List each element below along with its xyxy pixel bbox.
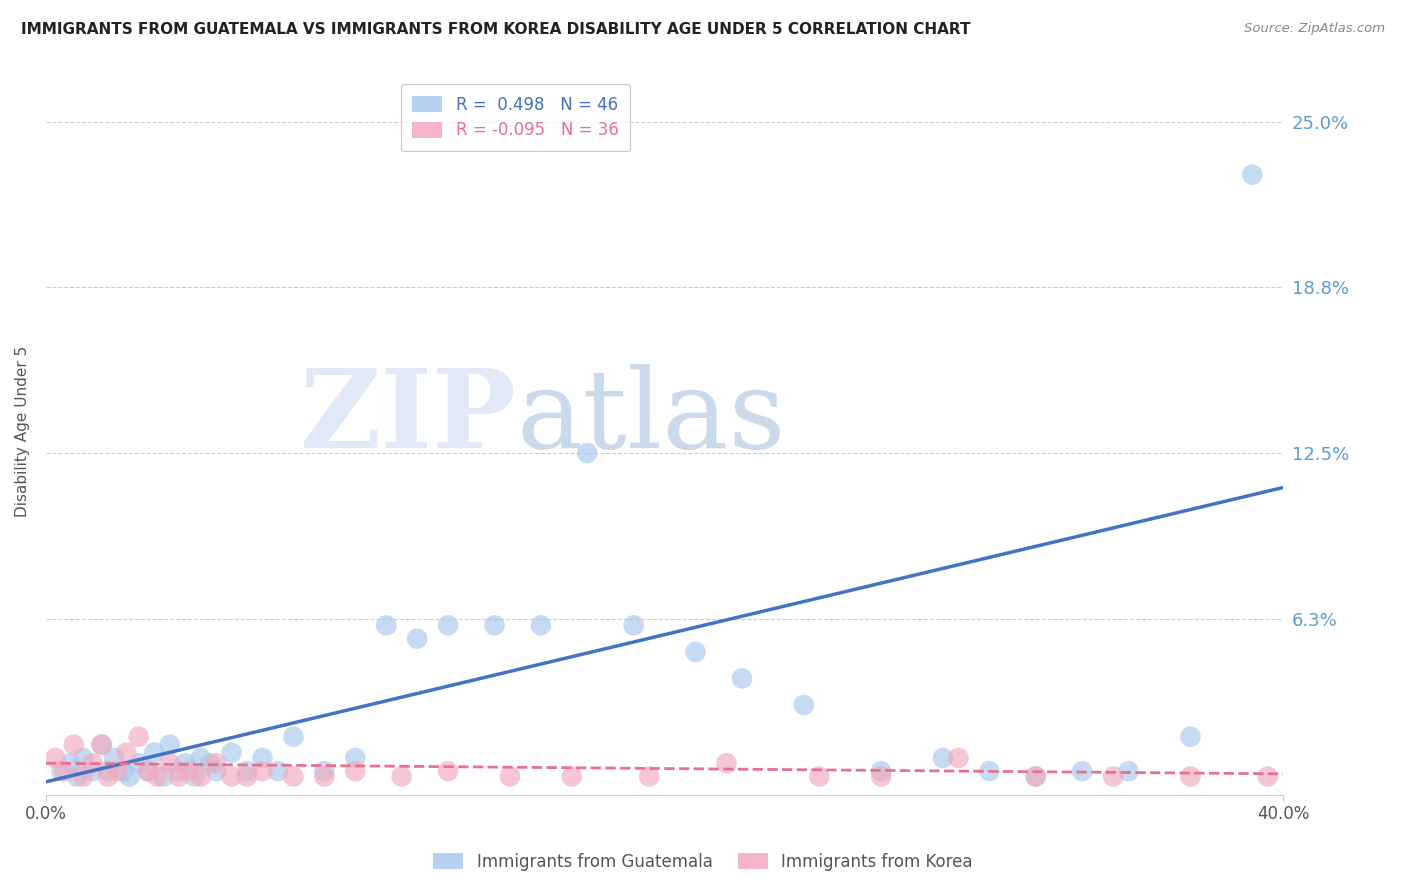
Point: [198, 756, 221, 771]
Point: [484, 618, 506, 632]
Point: [1118, 764, 1140, 779]
Text: atlas: atlas: [516, 364, 786, 471]
Point: [437, 618, 460, 632]
Point: [62, 738, 84, 752]
Point: [167, 770, 190, 784]
Point: [66, 770, 89, 784]
Legend: Immigrants from Guatemala, Immigrants from Korea: Immigrants from Guatemala, Immigrants fr…: [425, 845, 981, 880]
Point: [870, 770, 893, 784]
Point: [115, 746, 138, 760]
Point: [82, 764, 104, 779]
Point: [530, 618, 553, 632]
Point: [406, 632, 429, 646]
Point: [793, 698, 815, 712]
Point: [252, 751, 274, 765]
Point: [561, 770, 583, 784]
Point: [72, 751, 94, 765]
Point: [190, 770, 212, 784]
Point: [623, 618, 645, 632]
Point: [1257, 770, 1279, 784]
Point: [136, 764, 159, 779]
Point: [344, 751, 367, 765]
Point: [97, 764, 120, 779]
Point: [716, 756, 738, 771]
Text: ZIP: ZIP: [299, 364, 516, 471]
Point: [808, 770, 831, 784]
Point: [97, 770, 120, 784]
Point: [136, 764, 159, 779]
Point: [128, 756, 150, 771]
Point: [870, 764, 893, 779]
Point: [948, 751, 970, 765]
Point: [731, 672, 754, 686]
Point: [375, 618, 398, 632]
Text: Source: ZipAtlas.com: Source: ZipAtlas.com: [1244, 22, 1385, 36]
Point: [236, 770, 259, 784]
Point: [205, 756, 228, 771]
Point: [59, 756, 82, 771]
Point: [143, 746, 166, 760]
Point: [51, 764, 73, 779]
Point: [437, 764, 460, 779]
Y-axis label: Disability Age Under 5: Disability Age Under 5: [15, 346, 30, 517]
Point: [221, 746, 243, 760]
Point: [44, 751, 66, 765]
Point: [128, 730, 150, 744]
Point: [932, 751, 955, 765]
Point: [344, 764, 367, 779]
Point: [205, 764, 228, 779]
Point: [1241, 168, 1264, 182]
Point: [174, 756, 197, 771]
Point: [283, 730, 305, 744]
Point: [112, 764, 135, 779]
Point: [159, 756, 181, 771]
Point: [576, 446, 599, 460]
Point: [499, 770, 522, 784]
Point: [1025, 770, 1047, 784]
Point: [236, 764, 259, 779]
Point: [82, 756, 104, 771]
Point: [146, 770, 169, 784]
Point: [1180, 770, 1202, 784]
Text: IMMIGRANTS FROM GUATEMALA VS IMMIGRANTS FROM KOREA DISABILITY AGE UNDER 5 CORREL: IMMIGRANTS FROM GUATEMALA VS IMMIGRANTS …: [21, 22, 970, 37]
Point: [183, 770, 205, 784]
Point: [1025, 770, 1047, 784]
Point: [391, 770, 413, 784]
Legend: R =  0.498   N = 46, R = -0.095   N = 36: R = 0.498 N = 46, R = -0.095 N = 36: [401, 84, 630, 151]
Point: [90, 738, 112, 752]
Point: [90, 738, 112, 752]
Point: [190, 751, 212, 765]
Point: [638, 770, 661, 784]
Point: [267, 764, 290, 779]
Point: [314, 764, 336, 779]
Point: [103, 751, 125, 765]
Point: [221, 770, 243, 784]
Point: [177, 764, 200, 779]
Point: [685, 645, 707, 659]
Point: [159, 738, 181, 752]
Point: [118, 770, 141, 784]
Point: [1102, 770, 1125, 784]
Point: [152, 770, 174, 784]
Point: [53, 764, 76, 779]
Point: [283, 770, 305, 784]
Point: [167, 764, 190, 779]
Point: [979, 764, 1001, 779]
Point: [314, 770, 336, 784]
Point: [105, 764, 128, 779]
Point: [72, 770, 94, 784]
Point: [252, 764, 274, 779]
Point: [1071, 764, 1094, 779]
Point: [1180, 730, 1202, 744]
